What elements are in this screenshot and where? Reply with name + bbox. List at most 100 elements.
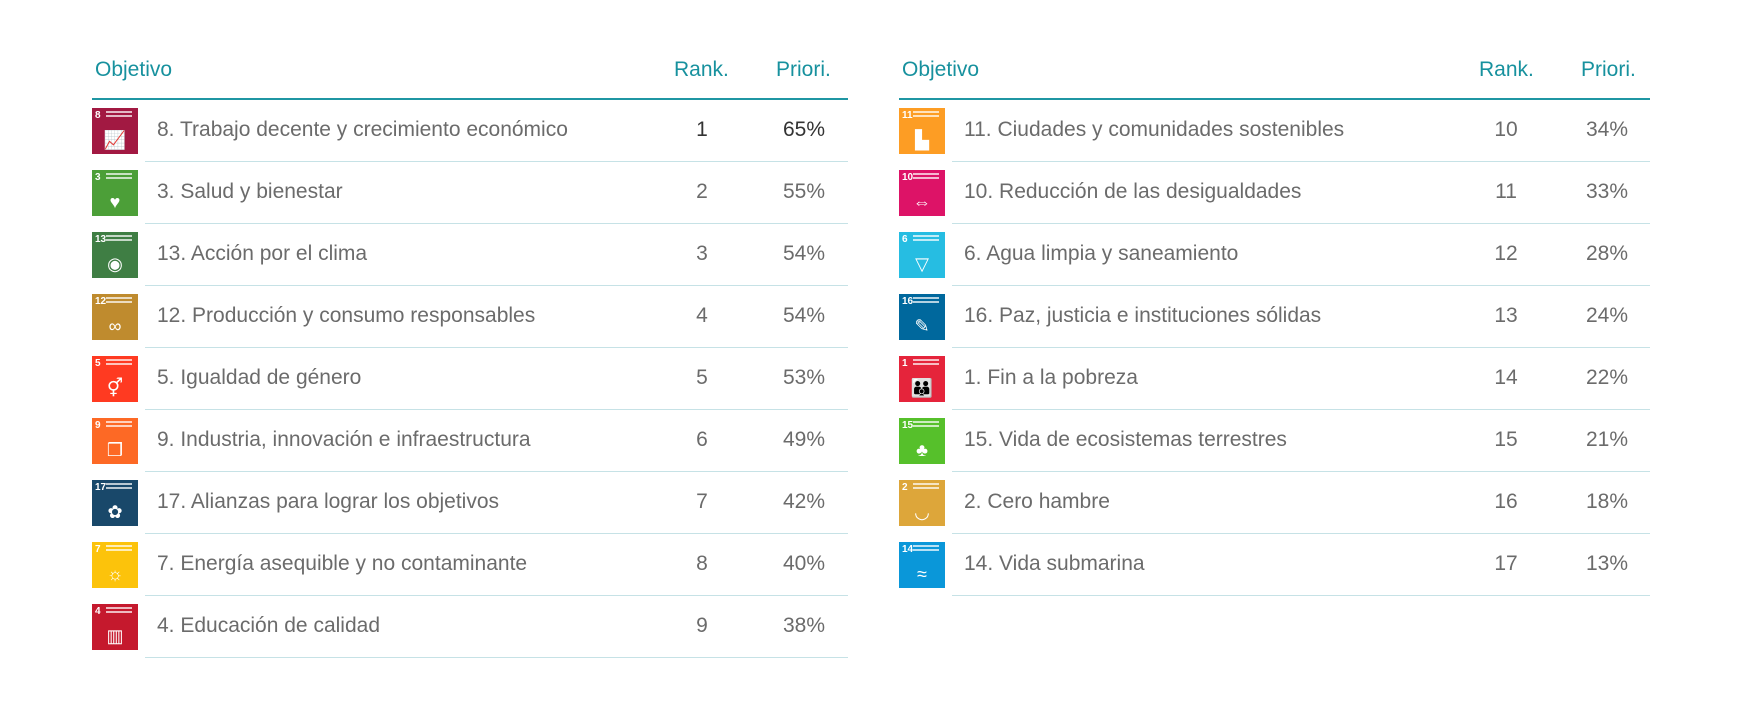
sdg-number: 16 [902,296,914,307]
row-divider [145,409,848,410]
priority-value: 54% [782,304,825,327]
row-divider [145,471,848,472]
sdg-glyph: ✎ [914,316,930,336]
sdg-glyph: ▽ [915,254,929,274]
rank-value: 10 [1494,118,1518,141]
sdg-caption-lines [913,483,939,485]
sdg-caption-lines [106,607,132,609]
header-objective: Objetivo [95,58,173,81]
sdg-glyph: ◉ [107,254,123,274]
row-divider [952,595,1650,596]
priority-value: 24% [1585,304,1628,327]
sdg-glyph: ❒ [106,440,124,460]
sdg-caption-lines [106,173,132,175]
sun-icon: 7 ☼ [92,542,138,588]
objective-name: 2. Cero hambre [964,490,1110,513]
objective-name: 6. Agua limpia y saneamiento [964,242,1239,265]
objective-name: 11. Ciudades y comunidades sostenibles [964,118,1345,141]
sdg-caption-lines [913,235,939,237]
sdg-number: 5 [95,358,101,369]
sdg-number: 9 [95,420,101,431]
city-icon: 11 ▙ [899,108,945,154]
growth-chart-icon: 8 📈 [92,108,138,154]
sdg-glyph: ≈ [917,564,927,584]
sdg-caption-lines [913,421,939,423]
partnership-rings-icon: 17 ✿ [92,480,138,526]
priority-value: 54% [782,242,825,265]
header-objective: Objetivo [902,58,980,81]
row-divider [145,595,848,596]
sdg-number: 14 [902,544,914,555]
sdg-number: 2 [902,482,908,493]
priority-value: 49% [782,428,825,451]
sdg-caption-lines [913,297,939,299]
objective-name: 8. Trabajo decente y crecimiento económi… [157,118,568,141]
sdg-glyph: ∞ [108,316,122,336]
rank-value: 7 [696,490,708,513]
sdg-caption-lines [106,545,132,547]
row-divider [952,347,1650,348]
header-priority: Priori. [1581,58,1636,81]
row-divider [952,285,1650,286]
eye-globe-icon: 13 ◉ [92,232,138,278]
rank-value: 14 [1494,366,1518,389]
table-header: Objetivo Rank. Priori. [92,50,848,100]
table-row: 3 ♥ 3. Salud y bienestar 2 55% [92,162,848,224]
table-row: 9 ❒ 9. Industria, innovación e infraestr… [92,410,848,472]
rank-value: 11 [1495,180,1517,203]
row-divider [145,347,848,348]
row-divider [145,285,848,286]
heartbeat-icon: 3 ♥ [92,170,138,216]
bowl-icon: 2 ◡ [899,480,945,526]
objective-name: 10. Reducción de las desigualdades [964,180,1302,203]
table-row: 4 ▥ 4. Educación de calidad 9 38% [92,596,848,658]
objective-name: 12. Producción y consumo responsables [157,304,536,327]
table-row: 1 👪 1. Fin a la pobreza 14 22% [899,348,1650,410]
sdg-number: 15 [902,420,914,431]
priority-value: 22% [1585,366,1628,389]
objective-name: 17. Alianzas para lograr los objetivos [157,490,500,513]
header-priority: Priori. [776,58,831,81]
table-row: 8 📈 8. Trabajo decente y crecimiento eco… [92,100,848,162]
rank-value: 12 [1494,242,1518,265]
equality-arrows-icon: 10 ⇔ [899,170,945,216]
sdg-caption-lines [913,111,939,113]
priority-value: 28% [1585,242,1628,265]
dove-gavel-icon: 16 ✎ [899,294,945,340]
table-row: 2 ◡ 2. Cero hambre 16 18% [899,472,1650,534]
table-row: 15 ♣ 15. Vida de ecosistemas terrestres … [899,410,1650,472]
table-row: 13 ◉ 13. Acción por el clima 3 54% [92,224,848,286]
sdg-caption-lines [106,111,132,113]
rank-value: 9 [696,614,708,637]
rank-value: 2 [696,180,708,203]
ranking-table-left: Objetivo Rank. Priori. 8 📈 8. Trabajo de… [92,50,848,658]
row-divider [952,223,1650,224]
sdg-glyph: ✿ [107,502,123,522]
priority-value: 42% [782,490,825,513]
gender-icon: 5 ⚥ [92,356,138,402]
sdg-caption-lines [106,297,132,299]
sdg-glyph: ▥ [106,626,124,646]
sdg-glyph: ⇔ [913,192,931,212]
sdg-glyph: 📈 [103,130,127,150]
ranking-table-right: Objetivo Rank. Priori. 11 ▙ 11. Ciudades… [899,50,1650,596]
sdg-number: 13 [95,234,107,245]
fish-icon: 14 ≈ [899,542,945,588]
table-row: 11 ▙ 11. Ciudades y comunidades sostenib… [899,100,1650,162]
priority-value: 33% [1585,180,1628,203]
rank-value: 15 [1494,428,1518,451]
sdg-number: 6 [902,234,908,245]
header-rank: Rank. [1479,58,1534,81]
infinity-icon: 12 ∞ [92,294,138,340]
priority-value: 13% [1585,552,1628,575]
sdg-number: 1 [902,358,908,369]
row-divider [952,533,1650,534]
objective-name: 15. Vida de ecosistemas terrestres [964,428,1287,451]
cubes-icon: 9 ❒ [92,418,138,464]
sdg-glyph: ▙ [915,130,929,150]
table-header: Objetivo Rank. Priori. [899,50,1650,100]
tree-icon: 15 ♣ [899,418,945,464]
rank-value: 17 [1494,552,1518,575]
priority-value: 18% [1585,490,1628,513]
objective-name: 9. Industria, innovación e infraestructu… [157,428,531,451]
